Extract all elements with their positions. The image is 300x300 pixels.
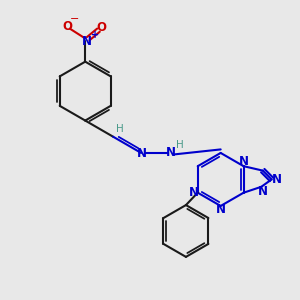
Text: N: N	[137, 147, 147, 160]
Text: H: H	[176, 140, 184, 150]
Text: N: N	[216, 203, 226, 216]
Text: N: N	[272, 173, 282, 186]
Text: N: N	[82, 34, 92, 48]
Text: −: −	[70, 14, 80, 24]
Text: +: +	[92, 30, 100, 40]
Text: N: N	[239, 155, 249, 168]
Text: H: H	[116, 124, 124, 134]
Text: N: N	[258, 185, 268, 198]
Text: N: N	[189, 186, 199, 199]
Text: N: N	[166, 146, 176, 159]
Text: O: O	[96, 21, 106, 34]
Text: O: O	[63, 20, 73, 33]
